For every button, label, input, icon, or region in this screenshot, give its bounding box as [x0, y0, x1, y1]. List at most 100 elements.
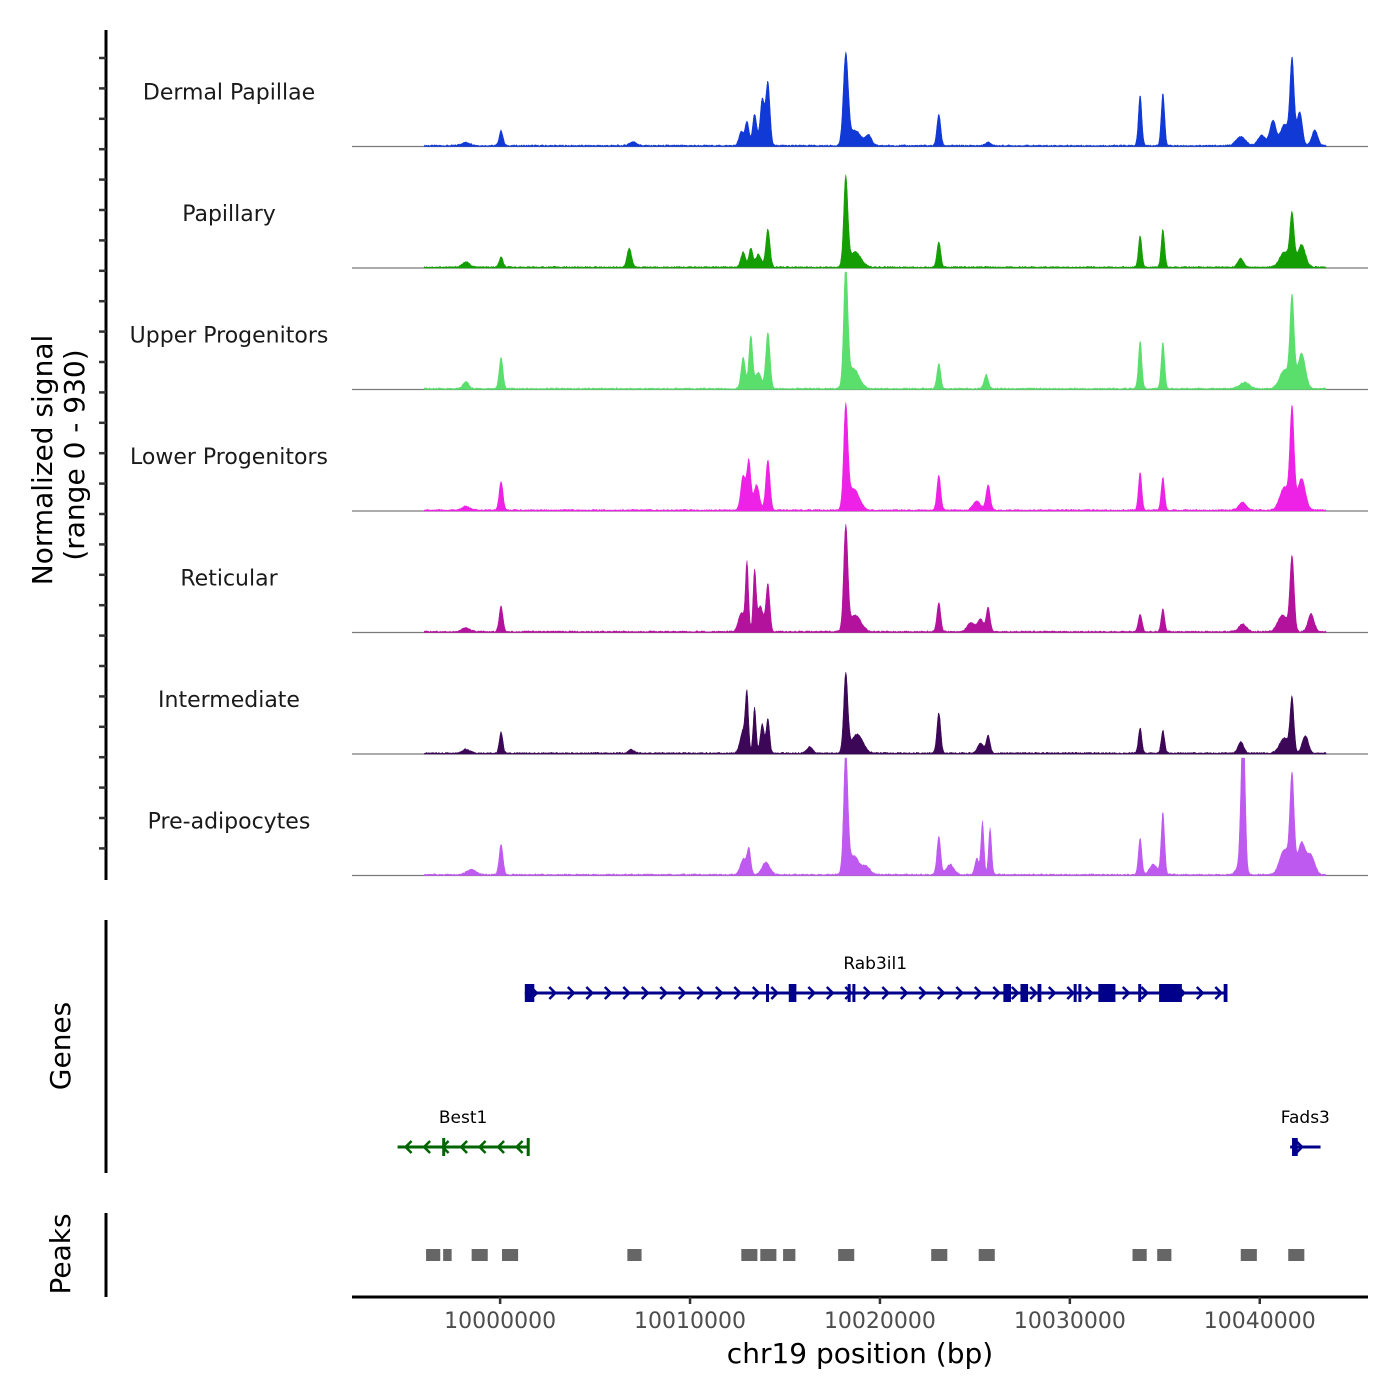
- signal-area: [423, 671, 1327, 755]
- gene-rab3il1: Rab3il1: [524, 954, 1228, 1002]
- chevron-left-icon: [477, 1140, 487, 1154]
- peak-region: [502, 1249, 519, 1261]
- chevron-right-icon: [1029, 986, 1039, 1000]
- chevron-right-icon: [973, 986, 983, 1000]
- peak-region: [760, 1249, 777, 1261]
- peak-region: [1132, 1249, 1147, 1261]
- chevron-right-icon: [807, 986, 817, 1000]
- peak-region: [471, 1249, 488, 1261]
- chevron-right-icon: [585, 986, 595, 1000]
- chevron-right-icon: [899, 986, 909, 1000]
- signal-y-axis: [99, 30, 108, 880]
- signal-area: [423, 402, 1327, 512]
- chevron-right-icon: [714, 986, 724, 1000]
- gene-exon: [1138, 984, 1142, 1002]
- track-dermal-papillae: Dermal Papillae: [143, 51, 1368, 148]
- gene-exon: [1078, 984, 1082, 1002]
- peak-region: [978, 1249, 995, 1261]
- gene-exon: [1073, 984, 1077, 1002]
- chevron-right-icon: [844, 986, 854, 1000]
- gene-exon: [788, 984, 797, 1002]
- chevron-right-icon: [1066, 986, 1076, 1000]
- chevron-right-icon: [1010, 986, 1020, 1000]
- gene-fads3: Fads3: [1281, 1108, 1330, 1156]
- gene-exon: [852, 984, 856, 1002]
- signal-area: [423, 174, 1327, 269]
- gene-label: Best1: [439, 1108, 487, 1128]
- peaks-track: [104, 1213, 1305, 1297]
- gene-exon: [442, 1138, 446, 1156]
- genes-track: Rab3il1 Best1 Fads3: [104, 920, 1330, 1173]
- gene-exon: [1020, 984, 1029, 1002]
- signal-area: [423, 757, 1327, 876]
- peak-region: [627, 1249, 642, 1261]
- gene-exon: [1292, 1138, 1298, 1156]
- signal-area: [423, 51, 1327, 147]
- chevron-right-icon: [603, 986, 613, 1000]
- signal-tracks: Dermal Papillae Papillary Upper Progenitor…: [130, 51, 1368, 877]
- gene-exon: [1098, 984, 1116, 1002]
- chevron-right-icon: [918, 986, 928, 1000]
- chevron-right-icon: [825, 986, 835, 1000]
- x-axis: 10000000 10010000 10020000 10030000 10040000: [352, 1295, 1368, 1334]
- gene-exon: [1037, 984, 1042, 1002]
- gene-exon: [1159, 984, 1182, 1002]
- chevron-right-icon: [548, 986, 558, 1000]
- x-tick-label: 10000000: [444, 1309, 556, 1334]
- track-lower-progenitors: Lower Progenitors: [130, 402, 1368, 512]
- gene-exon: [765, 984, 769, 1002]
- gene-exon: [1223, 984, 1228, 1002]
- y-axis-title-line2: (range 0 - 930): [58, 349, 91, 560]
- signal-area: [423, 271, 1327, 390]
- chevron-right-icon: [1047, 986, 1057, 1000]
- chevron-right-icon: [1084, 986, 1094, 1000]
- track-upper-progenitors: Upper Progenitors: [130, 271, 1368, 391]
- peak-region: [1288, 1249, 1305, 1261]
- chevron-left-icon: [422, 1140, 431, 1154]
- track-label: Dermal Papillae: [143, 81, 315, 106]
- peak-region: [838, 1249, 855, 1261]
- x-tick-label: 10030000: [1014, 1309, 1126, 1334]
- signal-area: [423, 524, 1327, 633]
- gene-exon: [526, 1138, 530, 1156]
- track-intermediate: Intermediate: [158, 671, 1368, 755]
- chevron-right-icon: [751, 986, 761, 1000]
- chevron-right-icon: [659, 986, 669, 1000]
- chevron-right-icon: [696, 986, 706, 1000]
- peaks-track-title: Peaks: [44, 1213, 77, 1294]
- gene-label: Fads3: [1281, 1108, 1330, 1128]
- chevron-right-icon: [992, 986, 1002, 1000]
- chevron-right-icon: [770, 986, 780, 1000]
- track-pre-adipocytes: Pre-adipocytes: [148, 757, 1368, 877]
- chevron-right-icon: [733, 986, 743, 1000]
- chevron-left-icon: [496, 1140, 505, 1154]
- chevron-right-icon: [955, 986, 965, 1000]
- peak-region: [426, 1249, 441, 1261]
- track-papillary: Papillary: [182, 174, 1368, 269]
- chevron-right-icon: [1121, 986, 1131, 1000]
- peak-region: [931, 1249, 948, 1261]
- chevron-right-icon: [677, 986, 687, 1000]
- chevron-right-icon: [881, 986, 891, 1000]
- peak-region: [1157, 1249, 1172, 1261]
- chevron-right-icon: [1214, 986, 1224, 1000]
- genes-track-title: Genes: [44, 1002, 77, 1090]
- track-label: Reticular: [180, 567, 278, 592]
- gene-exon: [524, 984, 535, 1002]
- chevron-right-icon: [1140, 986, 1150, 1000]
- chevron-right-icon: [640, 986, 650, 1000]
- track-label: Intermediate: [158, 688, 300, 713]
- chevron-left-icon: [459, 1140, 468, 1154]
- track-reticular: Reticular: [180, 524, 1368, 634]
- track-label: Upper Progenitors: [130, 324, 329, 349]
- gene-label: Rab3il1: [843, 954, 907, 974]
- chevron-right-icon: [1195, 986, 1205, 1000]
- gene-exon: [847, 984, 851, 1002]
- gene-best1: Best1: [397, 1108, 530, 1156]
- peak-region: [783, 1249, 796, 1261]
- gene-exon: [1003, 984, 1011, 1002]
- chevron-left-icon: [403, 1140, 413, 1154]
- peak-region: [741, 1249, 758, 1261]
- track-label: Lower Progenitors: [130, 445, 328, 470]
